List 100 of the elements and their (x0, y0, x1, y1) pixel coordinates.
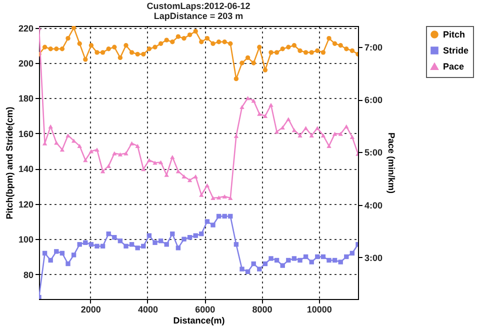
x-tick-label: 10000 (306, 304, 332, 314)
point (298, 258, 302, 263)
point (234, 76, 239, 82)
point (48, 46, 53, 52)
chart-subtitle: LapDistance = 203 m (154, 10, 244, 21)
point (83, 158, 88, 162)
point (320, 133, 326, 138)
point (338, 260, 343, 264)
point (344, 254, 349, 260)
point (182, 236, 186, 242)
point (216, 214, 222, 219)
point (228, 41, 233, 46)
point (100, 244, 106, 249)
point (83, 57, 88, 62)
point (245, 55, 250, 60)
point (350, 48, 355, 53)
point (326, 258, 332, 263)
point (199, 40, 204, 44)
point (344, 124, 349, 128)
point (234, 134, 239, 138)
point (158, 41, 164, 46)
point (262, 114, 268, 118)
point (251, 261, 256, 266)
point (193, 233, 198, 238)
point (164, 242, 169, 247)
point (94, 244, 100, 249)
point (222, 194, 227, 198)
point (135, 52, 140, 57)
point (228, 214, 233, 219)
point (187, 235, 192, 240)
point (332, 41, 338, 46)
point (71, 26, 76, 30)
point (204, 183, 210, 188)
point (77, 144, 82, 148)
y-tick-label: 80 (23, 270, 34, 280)
point (60, 148, 65, 152)
point (286, 117, 291, 122)
point (309, 133, 314, 138)
point (106, 46, 111, 52)
point (60, 250, 65, 256)
point (350, 134, 355, 140)
point (152, 160, 158, 165)
point (106, 164, 111, 168)
point (268, 50, 274, 55)
point (280, 46, 285, 52)
point (54, 46, 59, 52)
point (251, 60, 256, 66)
point (158, 238, 164, 244)
point (118, 152, 123, 156)
point (315, 254, 320, 260)
point (303, 50, 308, 55)
point (112, 151, 117, 156)
point (338, 132, 343, 136)
point (88, 242, 94, 247)
point (100, 50, 106, 55)
point (146, 158, 152, 162)
y2-tick-label: 4:00 (364, 200, 383, 210)
y-tick-label: 160 (18, 128, 34, 139)
point (240, 60, 244, 66)
point (332, 258, 338, 263)
point (292, 256, 297, 261)
point (118, 238, 123, 244)
point (112, 44, 117, 50)
point (129, 50, 134, 55)
y-axis-title: Pitch(bpm) and Stride(cm) (4, 106, 14, 220)
point (118, 55, 123, 60)
point (257, 112, 262, 116)
point (187, 178, 192, 182)
point (48, 124, 53, 128)
point (42, 250, 48, 256)
point (182, 174, 186, 178)
x-axis-title: Distance(m) (173, 316, 225, 326)
y-tick-label: 220 (18, 23, 34, 34)
y-tick-label: 180 (18, 94, 34, 104)
point (164, 38, 169, 42)
point (292, 43, 297, 48)
point (210, 196, 216, 200)
point (135, 144, 140, 148)
point (245, 269, 250, 274)
y-tick-label: 120 (18, 199, 34, 210)
point (268, 102, 274, 107)
point (170, 154, 175, 160)
point (274, 50, 280, 55)
point (77, 41, 82, 46)
point (129, 141, 134, 146)
point (245, 96, 250, 100)
point (240, 104, 244, 110)
point (182, 36, 186, 41)
point (222, 214, 227, 219)
point (124, 151, 128, 156)
point (315, 48, 320, 53)
point (303, 254, 308, 260)
point (141, 167, 146, 172)
point (48, 258, 53, 263)
point (54, 140, 59, 145)
point (280, 263, 285, 268)
point (309, 50, 314, 55)
legend-label: Pace (443, 62, 464, 72)
x-tick-label: 6000 (195, 304, 216, 314)
point (187, 32, 192, 38)
